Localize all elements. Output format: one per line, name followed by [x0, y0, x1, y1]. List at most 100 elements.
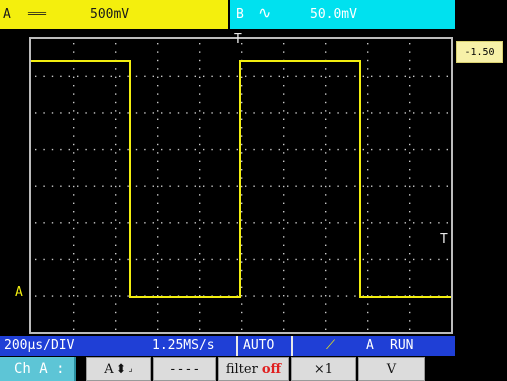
grid-dot: [261, 222, 264, 224]
grid-dot: [421, 148, 423, 151]
grid-dot: [241, 160, 243, 162]
grid-dot: [93, 222, 96, 224]
grid-dot: [367, 295, 369, 297]
grid-dot: [157, 43, 159, 45]
trigger-mode[interactable]: AUTO: [243, 338, 275, 353]
grid-dot: [161, 75, 163, 78]
grid-dot: [199, 295, 201, 297]
grid-dot: [325, 76, 327, 78]
grid-dot: [409, 244, 411, 246]
grid-dot: [68, 185, 70, 187]
grid-dot: [421, 222, 423, 224]
grid-dot: [43, 295, 45, 297]
grid-dot: [157, 152, 159, 154]
grid-dot: [379, 148, 381, 151]
unit-button[interactable]: V: [358, 357, 425, 381]
grid-dot: [199, 320, 201, 322]
grid-dot: [73, 185, 75, 188]
grid-dot: [337, 222, 339, 224]
grid-dot: [409, 43, 411, 45]
grid-dot: [228, 222, 230, 224]
ac-coupling-icon: ∿: [258, 3, 272, 22]
grid-dot: [115, 169, 117, 171]
grid-dot: [85, 295, 87, 297]
run-state[interactable]: RUN: [390, 338, 414, 353]
grid-dot: [367, 278, 369, 280]
grid-dot: [409, 202, 411, 204]
grid-dot: [199, 177, 201, 179]
grid-dot: [144, 185, 146, 187]
grid-dot: [73, 286, 75, 288]
channel-a-header[interactable]: A ═══ 500mV: [0, 0, 228, 29]
grid-dot: [115, 143, 117, 146]
grid-dot: [115, 43, 117, 45]
grid-dot: [325, 85, 327, 87]
trigger-position-marker: T: [234, 32, 242, 47]
grid-dot: [73, 227, 75, 230]
grid-dot: [312, 295, 314, 297]
grid-dot: [199, 68, 201, 70]
grid-dot: [241, 143, 243, 146]
grid-dot: [345, 185, 348, 187]
grid-dot: [73, 269, 75, 272]
grid-dot: [329, 258, 331, 261]
grid-dot: [115, 177, 117, 179]
grid-dot: [35, 295, 37, 297]
channel-a-ground-marker: A: [15, 285, 23, 300]
probe-ratio-button[interactable]: ×1: [291, 357, 356, 381]
grid-dot: [35, 112, 37, 114]
grid-dot: [219, 148, 222, 151]
grid-dot: [325, 194, 327, 196]
grid-dot: [157, 93, 159, 95]
channel-menu-button[interactable]: Ch A :: [0, 357, 76, 381]
grid-dot: [367, 269, 369, 272]
grid-dot: [157, 253, 159, 255]
grid-dot: [325, 244, 327, 246]
grid-dot: [367, 59, 369, 62]
grid-dot: [35, 185, 37, 187]
grid-dot: [429, 148, 432, 151]
grid-dot: [320, 258, 322, 261]
grid-dot: [93, 148, 96, 151]
grid-dot: [325, 127, 327, 129]
graticule-frame: [29, 37, 453, 334]
grid-dot: [144, 258, 146, 261]
grid-dot: [241, 101, 243, 104]
grid-dot: [73, 236, 75, 238]
grid-dot: [429, 185, 432, 187]
grid-dot: [169, 185, 171, 187]
grid-dot: [199, 236, 201, 238]
grid-dot: [115, 68, 117, 70]
channel-b-header[interactable]: B ∿ 50.0mV: [230, 0, 455, 29]
grid-dot: [413, 75, 415, 78]
grid-dot: [320, 75, 322, 78]
grid-dot: [295, 258, 297, 261]
grid-dot: [43, 222, 45, 224]
grid-dot: [404, 75, 406, 78]
grid-dot: [241, 118, 243, 120]
grid-dot: [241, 236, 243, 238]
grid-dot: [278, 295, 280, 297]
grid-dot: [320, 295, 322, 297]
grid-dot: [194, 222, 196, 224]
grid-dot: [43, 75, 45, 78]
grid-dot: [203, 75, 205, 78]
grid-dot: [73, 295, 75, 297]
grid-dot: [253, 258, 255, 261]
grid-dot: [367, 160, 369, 162]
coupling-button[interactable]: ----: [153, 357, 216, 381]
filter-button[interactable]: filter off: [218, 357, 289, 381]
timebase[interactable]: 200µs/DIV: [4, 338, 75, 353]
grid-dot: [199, 303, 201, 305]
grid-dot: [241, 85, 243, 87]
grid-dot: [211, 185, 213, 187]
right-side-panel: [455, 0, 507, 381]
grid-dot: [283, 68, 285, 70]
grid-dot: [283, 261, 285, 263]
grid-dot: [115, 261, 117, 263]
grid-dot: [409, 286, 411, 288]
grid-dot: [354, 258, 356, 261]
move-trace-button[interactable]: A ⬍ ⌟: [86, 357, 151, 381]
cursor-readout[interactable]: -1.50: [456, 41, 503, 63]
grid-dot: [73, 303, 75, 305]
